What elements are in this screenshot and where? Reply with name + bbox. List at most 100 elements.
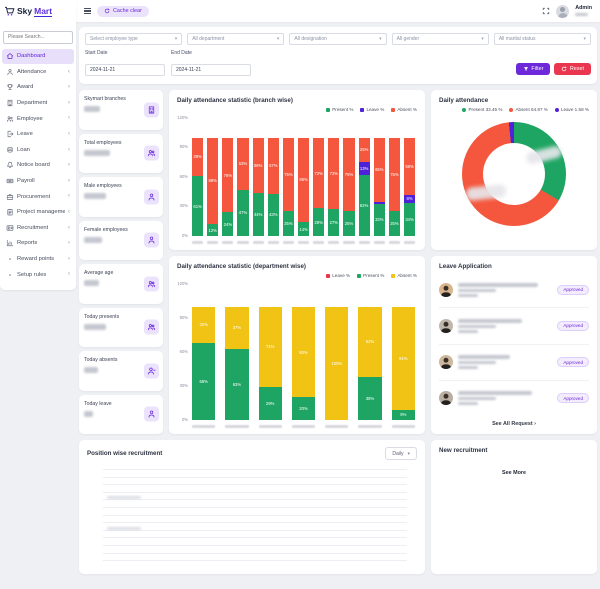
exit-icon <box>6 130 14 138</box>
stat-card-today-presents[interactable]: Today presents <box>79 307 163 347</box>
period-select[interactable]: Daily ▾ <box>385 447 417 460</box>
fullscreen-icon[interactable] <box>542 7 550 15</box>
sidebar-search-input[interactable] <box>3 30 73 44</box>
reset-button[interactable]: Reset <box>554 63 591 75</box>
stat-value-redacted <box>84 149 110 156</box>
brand-logo[interactable]: Sky Mart <box>0 0 76 22</box>
end-date-input[interactable] <box>171 64 251 76</box>
chevron-down-icon: ▾ <box>481 36 484 42</box>
stacked-bar[interactable]: 9% 91% <box>391 284 415 420</box>
sidebar-item-attendance[interactable]: Attendance ‹ <box>2 64 74 80</box>
leave-request-row[interactable]: Approved <box>439 308 589 345</box>
bar-segment-absent-: 88% <box>207 137 219 225</box>
stat-card-today-absents[interactable]: Today absents <box>79 351 163 391</box>
filter-select-select-employee-type[interactable]: Select employee type ▾ <box>85 33 183 45</box>
stacked-bar[interactable]: 47% 53% <box>237 118 249 236</box>
stacked-bar[interactable]: 63% 37% <box>225 284 249 420</box>
sidebar-nav: Dashboard Attendance ‹ Award ‹ Department ‹ Emp… <box>0 48 76 283</box>
stacked-bar[interactable]: 24% 76% <box>222 118 234 236</box>
bar-segment-present-: 44% <box>252 192 264 236</box>
stat-card-average-age[interactable]: Average age <box>79 264 163 304</box>
stat-card-total-employees[interactable]: Total employees <box>79 133 163 173</box>
stacked-bar[interactable]: 43% 57% <box>267 118 279 236</box>
department-attendance-chart-card: Daily attendance statistic (department w… <box>169 256 425 434</box>
stacked-bar[interactable]: 68% 32% <box>192 284 216 420</box>
leave-request-row[interactable]: Approved <box>439 345 589 381</box>
see-all-request-link[interactable]: See All Request › <box>492 421 536 427</box>
sidebar-item-procurement[interactable]: Procurement ‹ <box>2 189 74 205</box>
filter-select-all-marital-status[interactable]: All marital status ▾ <box>493 33 592 45</box>
user-icon <box>144 232 159 248</box>
stacked-bar[interactable]: 34% 8% 58% <box>403 118 416 236</box>
sidebar-item-award[interactable]: Award ‹ <box>2 80 74 96</box>
branch-chart-yaxis: 0% 30% 60% 90% 120% <box>177 115 190 237</box>
filter-select-all-designation[interactable]: All designation ▾ <box>289 33 387 45</box>
stat-card-title: Today absents <box>84 357 118 363</box>
stat-cards-column: Skymart branches Total employees Male empl… <box>79 90 163 434</box>
dashboard-content: Select employee type ▾ All department ▾ All … <box>76 22 600 589</box>
stat-card-title: Average age <box>84 270 114 276</box>
table-row-redacted <box>103 491 407 493</box>
stacked-bar[interactable]: 12% 88% <box>207 118 219 236</box>
stacked-bar[interactable]: 38% 62% <box>358 284 382 420</box>
sidebar-item-project-management[interactable]: Project management‹ <box>2 204 74 220</box>
stacked-bar[interactable]: 61% 39% <box>192 118 204 236</box>
stacked-bar[interactable]: 29% 71% <box>258 284 282 420</box>
stat-card-title: Today leave <box>84 400 112 407</box>
branch-chart-title: Daily attendance statistic (branch wise) <box>177 97 293 104</box>
stacked-bar[interactable]: 27% 73% <box>328 118 340 236</box>
stacked-bar[interactable]: 20% 80% <box>291 284 316 420</box>
sidebar-item-leave[interactable]: Leave ‹ <box>2 126 74 142</box>
sidebar-item-setup-rules[interactable]: Setup rules ‹ <box>2 267 74 283</box>
leave-request-row[interactable]: Approved <box>439 381 589 416</box>
sidebar-item-reports[interactable]: Reports ‹ <box>2 236 74 252</box>
stacked-bar[interactable]: 25% 75% <box>388 118 400 236</box>
stat-card-today-leave[interactable]: Today leave <box>79 394 163 434</box>
sidebar-item-payroll[interactable]: Payroll ‹ <box>2 173 74 189</box>
sidebar-item-loan[interactable]: Loan ‹ <box>2 142 74 158</box>
branch-chart-legend: Present % Leave % Absent % <box>177 107 417 112</box>
hamburger-menu-icon[interactable] <box>84 7 91 15</box>
stacked-bar[interactable]: 100% <box>325 284 349 420</box>
x-tick-label-redacted <box>291 424 316 428</box>
sidebar-item-employee[interactable]: Employee ‹ <box>2 111 74 127</box>
sidebar-item-label: Setup rules <box>17 271 47 278</box>
stat-card-male-employees[interactable]: Male employees <box>79 177 163 217</box>
employee-name-redacted <box>458 391 532 396</box>
stacked-bar[interactable]: 25% 75% <box>343 118 355 236</box>
cache-clear-button[interactable]: Cache clear <box>97 5 149 17</box>
leave-detail-redacted <box>458 324 496 328</box>
bar-segment-present-: 43% <box>267 193 279 236</box>
sidebar-item-notice-board[interactable]: Notice board ‹ <box>2 158 74 174</box>
bar-segment-absent-: 75% <box>343 137 355 212</box>
stat-card-female-employees[interactable]: Female employees <box>79 220 163 260</box>
trophy-icon <box>6 83 14 91</box>
bar-segment-present-: 34% <box>403 202 416 236</box>
sidebar-item-reward-points[interactable]: Reward points ‹ <box>2 251 74 267</box>
filter-select-all-department[interactable]: All department ▾ <box>187 33 285 45</box>
sidebar-item-label: Dashboard <box>17 53 46 60</box>
see-more-link[interactable]: See More <box>502 470 526 476</box>
stacked-bar[interactable]: 25% 75% <box>282 118 294 236</box>
filter-selects-row: Select employee type ▾ All department ▾ All … <box>85 33 592 45</box>
stacked-bar[interactable]: 62% 13% 25% <box>358 118 370 236</box>
stacked-bar[interactable]: 33% 65% <box>373 118 385 236</box>
legend-item-absent-64-97-: Absent 64.97 % <box>509 107 548 112</box>
filter-button[interactable]: Filter <box>515 63 551 75</box>
stacked-bar[interactable]: 28% 72% <box>313 118 325 236</box>
leave-request-row[interactable]: Approved <box>439 272 589 309</box>
filter-select-all-gender[interactable]: All gender ▾ <box>391 33 489 45</box>
user-menu[interactable]: Admin <box>575 5 592 16</box>
sidebar-item-department[interactable]: Department ‹ <box>2 95 74 111</box>
sidebar-item-dashboard[interactable]: Dashboard <box>2 48 74 65</box>
bar-segment-present-: 62% <box>358 175 370 236</box>
sidebar-item-label: Notice board <box>17 162 50 169</box>
sidebar-item-recruitment[interactable]: Recruitment ‹ <box>2 220 74 236</box>
stat-card-skymart-branches[interactable]: Skymart branches <box>79 90 163 130</box>
start-date-input[interactable] <box>85 64 165 76</box>
y-tick-label: 60% <box>179 348 188 354</box>
user-avatar[interactable] <box>556 4 570 18</box>
employee-name-redacted <box>458 282 538 287</box>
stacked-bar[interactable]: 44% 56% <box>252 118 264 236</box>
stacked-bar[interactable]: 14% 86% <box>297 118 310 236</box>
